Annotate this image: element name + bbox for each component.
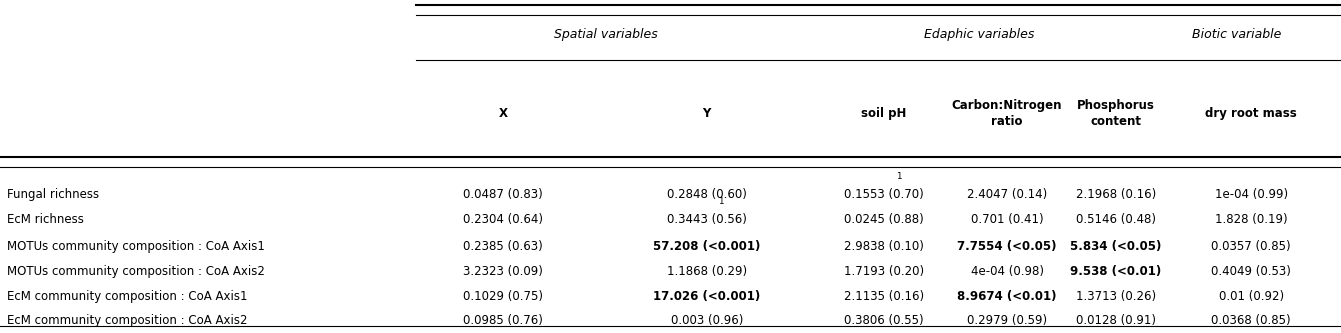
Text: 1: 1	[717, 197, 724, 206]
Text: 0.1029 (0.75): 0.1029 (0.75)	[463, 290, 543, 303]
Text: MOTUs community composition : CoA Axis2: MOTUs community composition : CoA Axis2	[7, 265, 264, 278]
Text: 0.0985 (0.76): 0.0985 (0.76)	[463, 314, 543, 327]
Text: 2.9838 (0.10): 2.9838 (0.10)	[843, 240, 924, 253]
Text: 1.1868 (0.29): 1.1868 (0.29)	[666, 265, 747, 278]
Text: 0.0245 (0.88): 0.0245 (0.88)	[843, 213, 924, 226]
Text: 7.7554 (<0.05): 7.7554 (<0.05)	[957, 240, 1057, 253]
Text: 0.01 (0.92): 0.01 (0.92)	[1219, 290, 1283, 303]
Text: 0.003 (0.96): 0.003 (0.96)	[670, 314, 743, 327]
Text: 0.0487 (0.83): 0.0487 (0.83)	[463, 188, 543, 201]
Text: 17.026 (<0.001): 17.026 (<0.001)	[653, 290, 760, 303]
Text: 0.2304 (0.64): 0.2304 (0.64)	[463, 213, 543, 226]
Text: 9.538 (<0.01): 9.538 (<0.01)	[1070, 265, 1161, 278]
Text: EcM community composition : CoA Axis1: EcM community composition : CoA Axis1	[7, 290, 247, 303]
Text: 2.1968 (0.16): 2.1968 (0.16)	[1075, 188, 1156, 201]
Text: 3.2323 (0.09): 3.2323 (0.09)	[463, 265, 543, 278]
Text: 2.4047 (0.14): 2.4047 (0.14)	[967, 188, 1047, 201]
Text: 4e-04 (0.98): 4e-04 (0.98)	[971, 265, 1043, 278]
Text: 1.3713 (0.26): 1.3713 (0.26)	[1075, 290, 1156, 303]
Text: Biotic variable: Biotic variable	[1192, 28, 1281, 42]
Text: Fungal richness: Fungal richness	[7, 188, 99, 201]
Text: 0.1553 (0.70): 0.1553 (0.70)	[843, 188, 924, 201]
Text: MOTUs community composition : CoA Axis1: MOTUs community composition : CoA Axis1	[7, 240, 264, 253]
Text: 0.0368 (0.85): 0.0368 (0.85)	[1211, 314, 1291, 327]
Text: X: X	[499, 107, 507, 120]
Text: 1.7193 (0.20): 1.7193 (0.20)	[843, 265, 924, 278]
Text: 0.5146 (0.48): 0.5146 (0.48)	[1075, 213, 1156, 226]
Text: 0.0128 (0.91): 0.0128 (0.91)	[1075, 314, 1156, 327]
Text: Carbon:Nitrogen
ratio: Carbon:Nitrogen ratio	[952, 99, 1062, 128]
Text: 0.3443 (0.56): 0.3443 (0.56)	[666, 213, 747, 226]
Text: 0.2848 (0.60): 0.2848 (0.60)	[666, 188, 747, 201]
Text: Spatial variables: Spatial variables	[554, 28, 658, 42]
Text: Phosphorus
content: Phosphorus content	[1077, 99, 1155, 128]
Text: EcM community composition : CoA Axis2: EcM community composition : CoA Axis2	[7, 314, 247, 327]
Text: 0.4049 (0.53): 0.4049 (0.53)	[1211, 265, 1291, 278]
Text: Edaphic variables: Edaphic variables	[924, 28, 1034, 42]
Text: dry root mass: dry root mass	[1206, 107, 1297, 120]
Text: 1e-04 (0.99): 1e-04 (0.99)	[1215, 188, 1287, 201]
Text: 57.208 (<0.001): 57.208 (<0.001)	[653, 240, 760, 253]
Text: 5.834 (<0.05): 5.834 (<0.05)	[1070, 240, 1161, 253]
Text: EcM richness: EcM richness	[7, 213, 83, 226]
Text: 8.9674 (<0.01): 8.9674 (<0.01)	[957, 290, 1057, 303]
Text: 0.2385 (0.63): 0.2385 (0.63)	[463, 240, 543, 253]
Text: soil pH: soil pH	[861, 107, 907, 120]
Text: 2.1135 (0.16): 2.1135 (0.16)	[843, 290, 924, 303]
Text: 0.701 (0.41): 0.701 (0.41)	[971, 213, 1043, 226]
Text: Y: Y	[703, 107, 711, 120]
Text: 0.2979 (0.59): 0.2979 (0.59)	[967, 314, 1047, 327]
Text: 0.3806 (0.55): 0.3806 (0.55)	[843, 314, 924, 327]
Text: 1: 1	[896, 172, 901, 181]
Text: 0.0357 (0.85): 0.0357 (0.85)	[1211, 240, 1291, 253]
Text: 1.828 (0.19): 1.828 (0.19)	[1215, 213, 1287, 226]
